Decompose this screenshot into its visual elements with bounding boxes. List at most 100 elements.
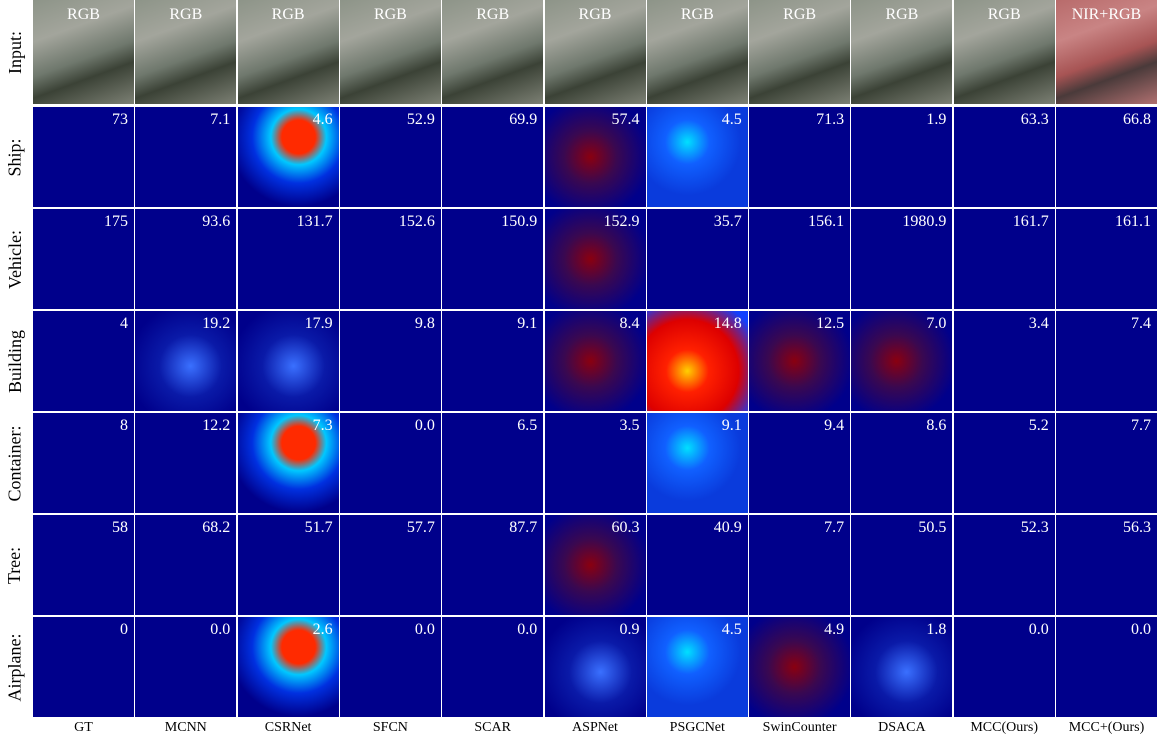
input-label: RGB <box>851 6 952 24</box>
count-label: 40.9 <box>714 519 742 537</box>
column-label: MCC+(Ours) <box>1056 720 1158 736</box>
row-label: Tree: <box>0 515 30 615</box>
density-map: 52.9 <box>340 107 441 207</box>
density-map: 156.1 <box>749 209 850 309</box>
column-label: PSGCNet <box>646 720 748 736</box>
density-map: 4 <box>33 311 134 411</box>
count-label: 7.7 <box>824 519 844 537</box>
density-map: 14.8 <box>647 311 748 411</box>
count-label: 87.7 <box>509 519 537 537</box>
count-label: 52.9 <box>407 111 435 129</box>
density-map: 7.4 <box>1056 311 1157 411</box>
density-map: 161.1 <box>1056 209 1157 309</box>
density-map: 7.0 <box>851 311 952 411</box>
count-label: 0.0 <box>415 417 435 435</box>
density-map: 71.3 <box>749 107 850 207</box>
count-label: 4 <box>120 315 128 333</box>
count-label: 0.0 <box>210 621 230 639</box>
density-map: 7.3 <box>238 413 339 513</box>
input-image: RGB <box>954 0 1055 104</box>
input-image: RGB <box>851 0 952 104</box>
count-label: 0 <box>120 621 128 639</box>
input-label: RGB <box>749 6 850 24</box>
count-label: 8.4 <box>620 315 640 333</box>
density-map: 73 <box>33 107 134 207</box>
row-label-text: Vehicle: <box>5 230 26 289</box>
density-map: 9.8 <box>340 311 441 411</box>
column-label: CSRNet <box>237 720 339 736</box>
density-map: 93.6 <box>135 209 236 309</box>
column-label: MCC(Ours) <box>953 720 1055 736</box>
input-label: NIR+RGB <box>1056 6 1157 24</box>
count-label: 57.7 <box>407 519 435 537</box>
count-label: 131.7 <box>297 213 333 231</box>
count-label: 50.5 <box>918 519 946 537</box>
count-label: 0.0 <box>1131 621 1151 639</box>
density-map: 5.2 <box>954 413 1055 513</box>
density-map: 19.2 <box>135 311 236 411</box>
count-label: 71.3 <box>816 111 844 129</box>
density-map: 58 <box>33 515 134 615</box>
count-label: 17.9 <box>305 315 333 333</box>
count-label: 69.9 <box>509 111 537 129</box>
count-label: 52.3 <box>1021 519 1049 537</box>
density-map: 150.9 <box>442 209 543 309</box>
count-label: 60.3 <box>612 519 640 537</box>
count-label: 56.3 <box>1123 519 1151 537</box>
density-map: 50.5 <box>851 515 952 615</box>
count-label: 57.4 <box>612 111 640 129</box>
column-label: MCNN <box>135 720 237 736</box>
row-label-text: Ship: <box>5 138 26 176</box>
count-label: 150.9 <box>501 213 537 231</box>
count-label: 63.3 <box>1021 111 1049 129</box>
row-label-text: Input: <box>5 31 26 74</box>
count-label: 4.6 <box>313 111 333 129</box>
input-image: RGB <box>340 0 441 104</box>
input-label: RGB <box>545 6 646 24</box>
input-label: RGB <box>954 6 1055 24</box>
count-label: 51.7 <box>305 519 333 537</box>
count-label: 152.9 <box>604 213 640 231</box>
density-map: 175 <box>33 209 134 309</box>
count-label: 4.9 <box>824 621 844 639</box>
count-label: 4.5 <box>722 111 742 129</box>
row-label: Container: <box>0 413 30 513</box>
input-image: RGB <box>238 0 339 104</box>
input-label: RGB <box>238 6 339 24</box>
column-label: SFCN <box>339 720 441 736</box>
density-map: 56.3 <box>1056 515 1157 615</box>
row-label-text: Container: <box>5 425 26 501</box>
density-map: 131.7 <box>238 209 339 309</box>
input-image: RGB <box>647 0 748 104</box>
density-map: 12.5 <box>749 311 850 411</box>
density-map: 0.0 <box>954 617 1055 717</box>
input-image: RGB <box>442 0 543 104</box>
count-label: 1.9 <box>926 111 946 129</box>
count-label: 66.8 <box>1123 111 1151 129</box>
count-label: 2.6 <box>313 621 333 639</box>
density-map: 1980.9 <box>851 209 952 309</box>
column-label: GT <box>33 720 135 736</box>
density-map: 0.0 <box>340 413 441 513</box>
density-map: 7.1 <box>135 107 236 207</box>
density-map: 8.6 <box>851 413 952 513</box>
count-label: 0.0 <box>415 621 435 639</box>
count-label: 35.7 <box>714 213 742 231</box>
density-map: 17.9 <box>238 311 339 411</box>
count-label: 8.6 <box>926 417 946 435</box>
column-label: ASPNet <box>544 720 646 736</box>
density-map: 0.0 <box>442 617 543 717</box>
count-label: 7.3 <box>313 417 333 435</box>
count-label: 14.8 <box>714 315 742 333</box>
density-map: 57.4 <box>545 107 646 207</box>
density-map: 0 <box>33 617 134 717</box>
density-map: 4.9 <box>749 617 850 717</box>
row-label: Vehicle: <box>0 209 30 309</box>
density-map: 51.7 <box>238 515 339 615</box>
density-map: 52.3 <box>954 515 1055 615</box>
density-map: 1.9 <box>851 107 952 207</box>
count-label: 161.7 <box>1013 213 1049 231</box>
count-label: 152.6 <box>399 213 435 231</box>
density-map: 0.0 <box>1056 617 1157 717</box>
row-label-text: Tree: <box>5 546 26 583</box>
